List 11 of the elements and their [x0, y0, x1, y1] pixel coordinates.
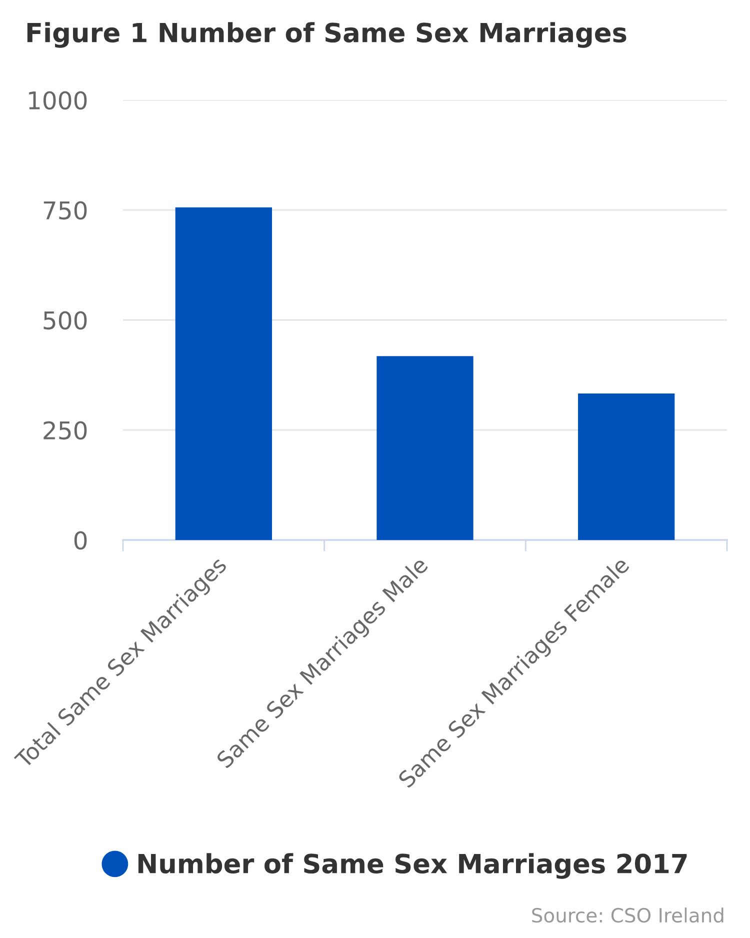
bar	[175, 207, 272, 540]
legend-label: Number of Same Sex Marriages 2017	[138, 853, 687, 879]
bar	[376, 356, 474, 540]
chart-title: Figure 1 Number of Same Sex Marriages	[27, 22, 626, 48]
y-tick-label: 0	[74, 531, 87, 550]
y-tick-label: 1000	[29, 91, 87, 110]
bar	[578, 393, 675, 540]
y-tick-label: 250	[44, 421, 87, 440]
source-note: Source: CSO Ireland	[532, 908, 724, 923]
y-tick-label: 500	[44, 311, 87, 330]
y-tick-label: 750	[44, 201, 87, 220]
